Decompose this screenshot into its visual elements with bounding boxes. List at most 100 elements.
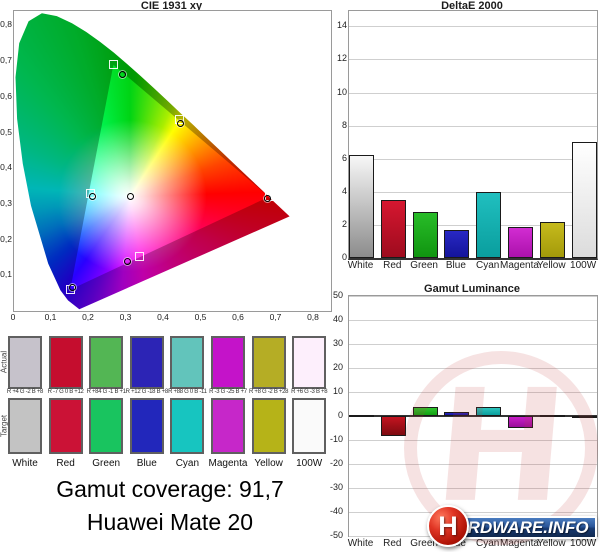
cie-x-tick-label: 0,4 xyxy=(157,312,169,322)
y-tick-label: 4 xyxy=(341,185,347,196)
bar-cyan xyxy=(476,191,502,258)
y-tick-label: 50 xyxy=(332,290,343,300)
swatch-name-label: White xyxy=(12,458,38,469)
y-tick-label: 30 xyxy=(332,338,343,348)
cie-actual-circle-red xyxy=(263,195,271,203)
y-tick-label: -20 xyxy=(329,458,343,468)
x-category-label: 100W xyxy=(570,538,597,549)
bar-red xyxy=(380,200,406,258)
swatch-name-label: 100W xyxy=(296,458,323,469)
cie-x-tick-label: 0,5 xyxy=(194,312,207,322)
swatch-delta-label: R +8 G -2 B +28 xyxy=(248,389,289,395)
y-tick-label: -10 xyxy=(329,434,343,444)
x-category-label: Magenta xyxy=(500,260,539,271)
swatch-target-red xyxy=(48,398,83,454)
gridline-10 xyxy=(349,92,597,94)
cie-actual-circle-magenta xyxy=(124,257,132,265)
deltae-plot xyxy=(348,10,598,260)
swatch-target-white xyxy=(8,398,42,454)
y-tick-label: 20 xyxy=(332,362,343,372)
bar-white xyxy=(349,155,374,258)
gridline-6 xyxy=(349,158,597,160)
cie-actual-circle-cyan xyxy=(88,192,96,200)
bar-yellow xyxy=(539,221,565,258)
x-category-label: White xyxy=(347,260,374,271)
swatch-target-blue xyxy=(129,398,164,454)
bar-magenta xyxy=(508,416,533,429)
swatch-actual-100w xyxy=(292,336,327,389)
swatch-name-label: Cyan xyxy=(175,458,200,469)
bar-green xyxy=(412,406,438,416)
y-tick-label: 14 xyxy=(336,20,347,31)
swatch-actual-magenta xyxy=(211,336,245,389)
gridline-40 xyxy=(349,320,597,321)
gridline-8 xyxy=(349,125,597,127)
y-tick-label: 0 xyxy=(341,252,347,262)
swatch-name-label: Magenta xyxy=(208,458,248,469)
gamut-luminance-chart-title: Gamut Luminance xyxy=(424,283,520,295)
swatch-delta-label: R +84 G -1 B +1 xyxy=(86,389,127,395)
swatch-actual-blue xyxy=(129,336,164,389)
swatch-delta-label: R +4 G -2 B +8 xyxy=(6,389,44,395)
cie-y-tick-label: 0,8 xyxy=(0,19,12,30)
gridline-4 xyxy=(349,191,597,193)
gridline-10 xyxy=(349,392,597,393)
gridline-20 xyxy=(349,368,597,369)
x-category-label: Yellow xyxy=(537,260,566,271)
gridline-12 xyxy=(349,59,597,61)
x-category-label: Magenta xyxy=(500,538,539,549)
cie-y-tick-label: 0,2 xyxy=(0,233,12,244)
bar-100w xyxy=(571,142,597,258)
cie-target-square-magenta xyxy=(135,251,145,261)
cie-x-tick-label: 0,3 xyxy=(119,312,132,322)
swatch-delta-label: R -7 G 0 B +12 xyxy=(47,389,84,395)
y-tick-label: 2 xyxy=(341,218,347,229)
swatch-delta-label: R +88 G 0 B -11 xyxy=(168,389,207,395)
gamut-coverage-text: Gamut coverage: 91,7 xyxy=(56,476,284,502)
bar-cyan xyxy=(476,406,502,416)
swatch-target-green xyxy=(89,398,124,454)
y-tick-label: 10 xyxy=(336,86,347,97)
swatch-target-100w xyxy=(292,398,327,454)
swatch-delta-label: R +12 G -18 B +8 xyxy=(125,389,169,395)
gridline-14 xyxy=(349,26,597,28)
gridline--30 xyxy=(349,488,597,489)
x-category-label: 100W xyxy=(570,260,597,271)
x-category-label: White xyxy=(347,538,374,549)
bar-red xyxy=(380,416,406,437)
cie-y-tick-label: 0,3 xyxy=(0,197,12,208)
bar-100w xyxy=(571,416,597,418)
cie-x-tick-label: 0,6 xyxy=(232,312,244,322)
swatch-actual-white xyxy=(8,336,42,389)
y-tick-label: 0 xyxy=(337,410,343,420)
cie-target-square-green xyxy=(108,60,118,70)
swatch-target-magenta xyxy=(211,398,245,454)
swatch-target-yellow xyxy=(251,398,286,454)
swatch-delta-label: R +6 G -3 B +8 xyxy=(291,389,328,395)
bar-blue xyxy=(444,411,470,416)
swatch-name-label: Red xyxy=(56,458,75,469)
y-tick-label: 40 xyxy=(332,314,343,324)
cie-x-tick-label: 0,1 xyxy=(44,312,57,322)
cie-x-tick-label: 0,8 xyxy=(307,312,319,322)
gridline-30 xyxy=(349,344,597,345)
x-category-label: Blue xyxy=(445,260,466,271)
y-tick-label: 10 xyxy=(332,386,343,396)
bar-green xyxy=(412,211,438,258)
swatch-name-label: Yellow xyxy=(254,458,283,469)
zero-line xyxy=(349,415,597,417)
bar-magenta xyxy=(508,226,533,258)
cie-y-tick-label: 0,6 xyxy=(0,90,12,101)
cie-x-tick-label: 0,7 xyxy=(269,312,282,322)
cie-y-tick-label: 0,1 xyxy=(0,269,12,280)
cie-y-tick-label: 0,4 xyxy=(0,162,12,173)
device-name-text: Huawei Mate 20 xyxy=(86,509,254,535)
bar-yellow xyxy=(539,414,565,417)
x-category-label: Cyan xyxy=(476,260,500,271)
cie-actual-circle-white xyxy=(126,193,134,201)
bar-white xyxy=(349,415,374,417)
gridline--50 xyxy=(349,536,597,537)
gridline-2 xyxy=(349,224,597,226)
deltae-chart-title: DeltaE 2000 xyxy=(441,0,503,12)
